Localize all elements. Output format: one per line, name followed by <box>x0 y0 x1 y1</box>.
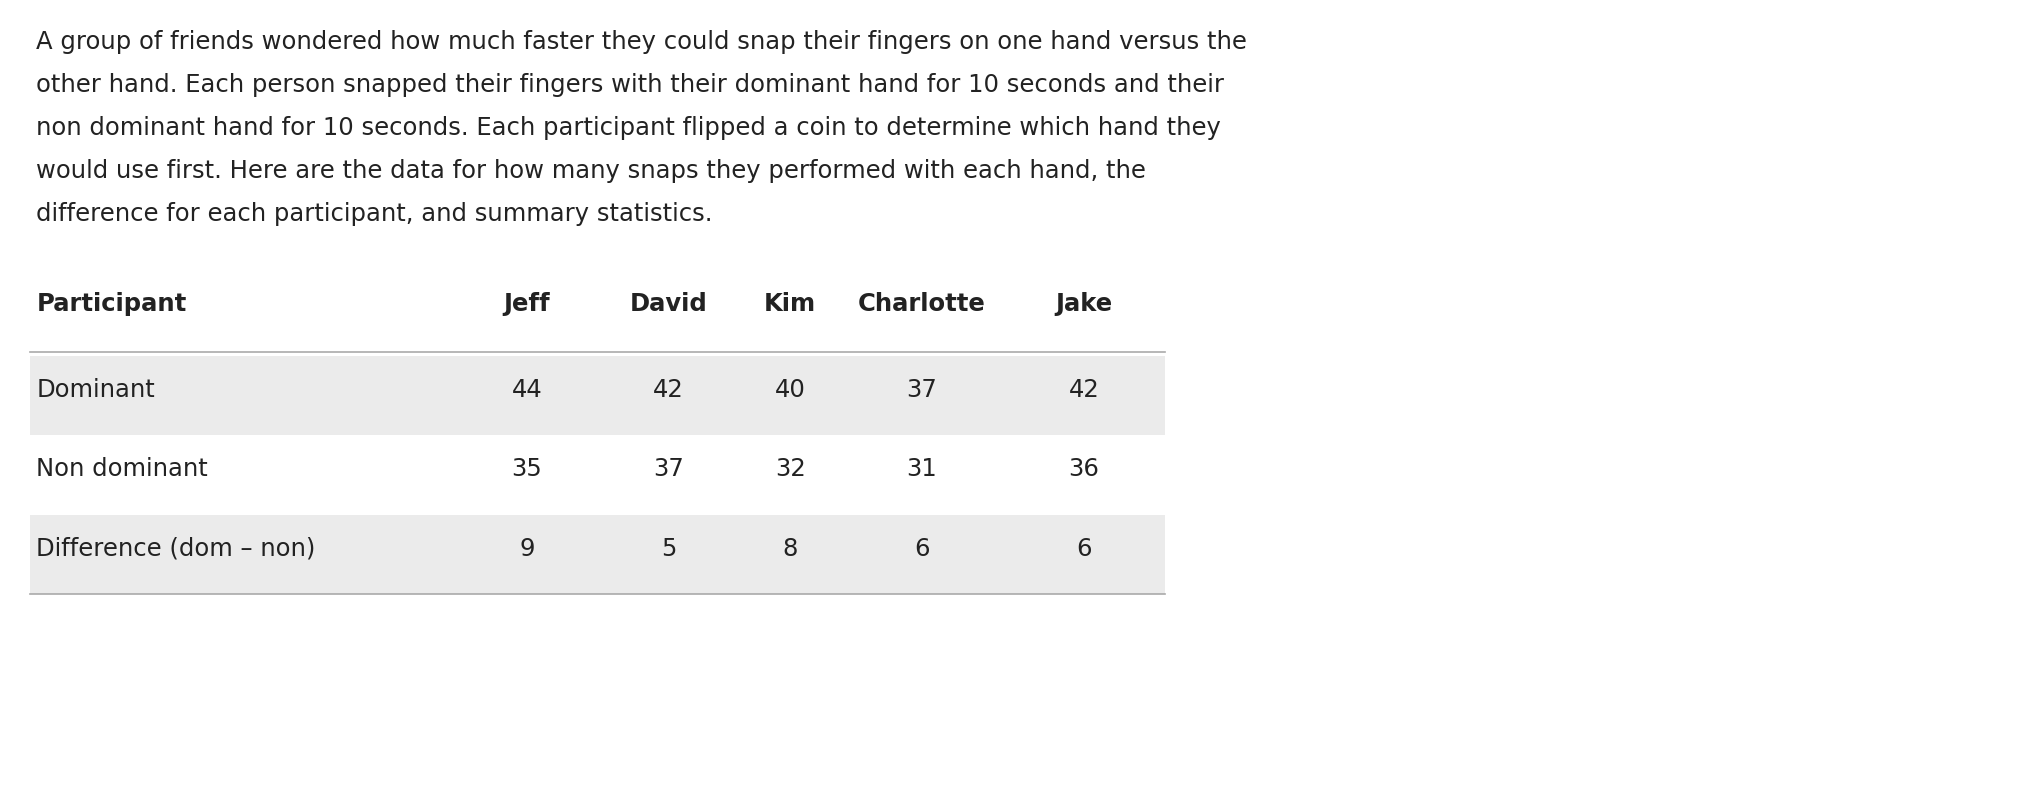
Text: 35: 35 <box>511 457 543 481</box>
Text: Non dominant: Non dominant <box>36 457 209 481</box>
Text: 6: 6 <box>914 537 930 561</box>
Text: Kim: Kim <box>764 292 816 316</box>
Text: David: David <box>630 292 707 316</box>
Text: 40: 40 <box>774 378 806 402</box>
Text: difference for each participant, and summary statistics.: difference for each participant, and sum… <box>36 202 713 225</box>
Text: would use first. Here are the data for how many snaps they performed with each h: would use first. Here are the data for h… <box>36 159 1147 183</box>
Text: 42: 42 <box>1068 378 1100 402</box>
Text: Participant: Participant <box>36 292 186 316</box>
Text: other hand. Each person snapped their fingers with their dominant hand for 10 se: other hand. Each person snapped their fi… <box>36 73 1224 97</box>
Text: 31: 31 <box>906 457 938 481</box>
Text: 36: 36 <box>1068 457 1100 481</box>
Text: 32: 32 <box>774 457 806 481</box>
Text: 42: 42 <box>652 378 685 402</box>
Text: 6: 6 <box>1076 537 1092 561</box>
Text: 37: 37 <box>652 457 685 481</box>
Text: Jeff: Jeff <box>502 292 551 316</box>
Text: 5: 5 <box>660 537 677 561</box>
Text: 8: 8 <box>782 537 798 561</box>
Text: 37: 37 <box>906 378 938 402</box>
Text: non dominant hand for 10 seconds. Each participant flipped a coin to determine w: non dominant hand for 10 seconds. Each p… <box>36 116 1222 140</box>
Text: Difference (dom – non): Difference (dom – non) <box>36 537 316 561</box>
Text: A group of friends wondered how much faster they could snap their fingers on one: A group of friends wondered how much fas… <box>36 30 1248 54</box>
Text: Charlotte: Charlotte <box>857 292 987 316</box>
Text: Dominant: Dominant <box>36 378 156 402</box>
Text: Jake: Jake <box>1056 292 1112 316</box>
Text: 44: 44 <box>511 378 543 402</box>
Text: 9: 9 <box>519 537 535 561</box>
